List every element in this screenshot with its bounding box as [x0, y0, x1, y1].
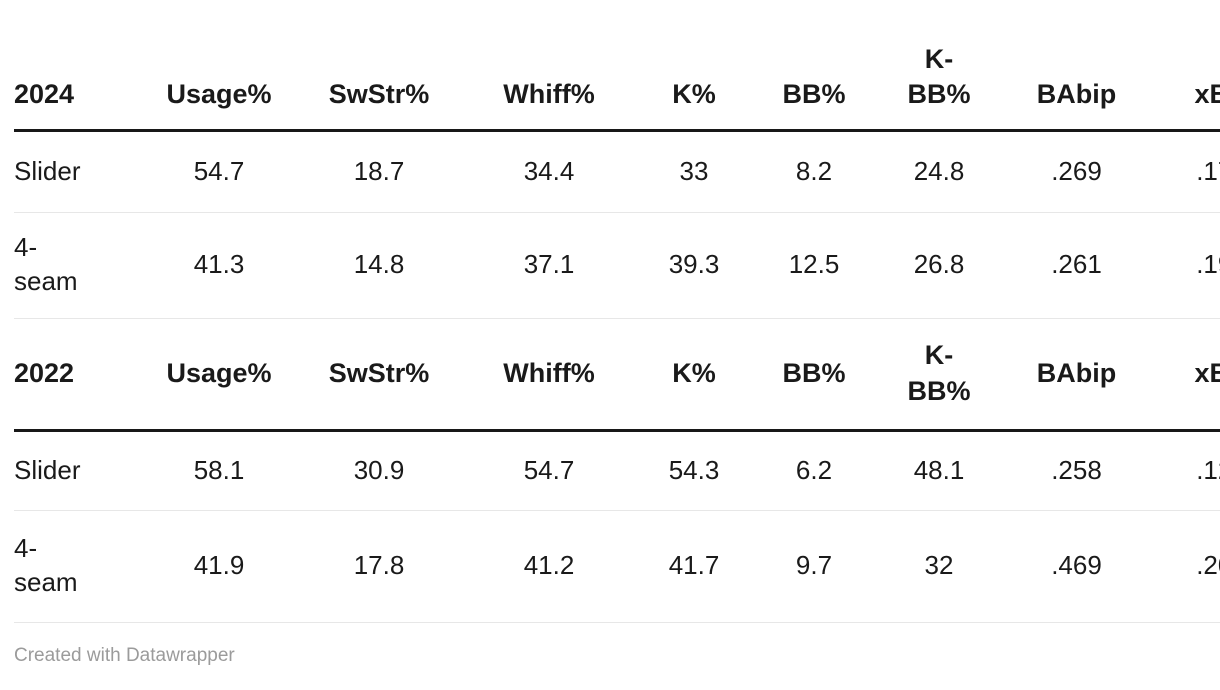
column-header-xba-2022: xBA	[1149, 318, 1220, 432]
column-header-kbb-2024: K- BB%	[874, 0, 1004, 132]
table-cell: 32	[874, 510, 1004, 623]
table-cell: 12.5	[754, 212, 874, 319]
table-cell: 58.1	[144, 430, 294, 511]
table-cell: 8.2	[754, 130, 874, 213]
column-header-whiff-2024: Whiff%	[464, 0, 634, 132]
table-row-4seam-2024: 4- seam 41.3 14.8 37.1 39.3 12.5 26.8 .2…	[14, 212, 1220, 319]
column-header-babip-2024: BAbip	[1004, 0, 1149, 132]
table-header-2024: 2024 Usage% SwStr% Whiff% K% BB% K- BB% …	[14, 0, 1220, 132]
table-cell: 14.8	[294, 212, 464, 319]
table-row-4seam-2022: 4- seam 41.9 17.8 41.2 41.7 9.7 32 .469 …	[14, 510, 1220, 623]
column-header-bb-2022: BB%	[754, 318, 874, 432]
pitch-label: Slider	[14, 430, 144, 511]
column-header-kbb-2022: K- BB%	[874, 318, 1004, 432]
column-header-k-2022: K%	[634, 318, 754, 432]
table-cell: 54.3	[634, 430, 754, 511]
table-row-slider-2024: Slider 54.7 18.7 34.4 33 8.2 24.8 .269 .…	[14, 130, 1220, 213]
datawrapper-attribution-link[interactable]: Created with Datawrapper	[14, 644, 235, 666]
column-header-k-2024: K%	[634, 0, 754, 132]
table-header-2022: 2022 Usage% SwStr% Whiff% K% BB% K- BB% …	[14, 318, 1220, 432]
table-cell: .173	[1149, 130, 1220, 213]
table-cell: 54.7	[464, 430, 634, 511]
table-cell: .258	[1004, 430, 1149, 511]
column-header-usage-2024: Usage%	[144, 0, 294, 132]
table-cell: 30.9	[294, 430, 464, 511]
table-cell: 48.1	[874, 430, 1004, 511]
table-cell: 18.7	[294, 130, 464, 213]
column-header-whiff-2022: Whiff%	[464, 318, 634, 432]
table-row-slider-2022: Slider 58.1 30.9 54.7 54.3 6.2 48.1 .258…	[14, 430, 1220, 511]
table-cell: 9.7	[754, 510, 874, 623]
table-cell: 54.7	[144, 130, 294, 213]
table-cell: 41.2	[464, 510, 634, 623]
table-cell: .269	[1004, 130, 1149, 213]
table-cell: 41.7	[634, 510, 754, 623]
table-cell: 41.9	[144, 510, 294, 623]
table-cell: 33	[634, 130, 754, 213]
table-cell: .469	[1004, 510, 1149, 623]
column-header-bb-2024: BB%	[754, 0, 874, 132]
table-cell: 17.8	[294, 510, 464, 623]
table-cell: 37.1	[464, 212, 634, 319]
pitch-label: Slider	[14, 130, 144, 213]
table-cell: .261	[1004, 212, 1149, 319]
pitch-label: 4- seam	[14, 510, 144, 623]
column-header-babip-2022: BAbip	[1004, 318, 1149, 432]
year-label-2024: 2024	[14, 0, 144, 132]
pitch-stats-table: 2024 Usage% SwStr% Whiff% K% BB% K- BB% …	[14, 0, 1220, 623]
column-header-swstr-2022: SwStr%	[294, 318, 464, 432]
pitch-label: 4- seam	[14, 212, 144, 319]
table-cell: 6.2	[754, 430, 874, 511]
table-cell: 41.3	[144, 212, 294, 319]
table-cell: .204	[1149, 510, 1220, 623]
table-container: 2024 Usage% SwStr% Whiff% K% BB% K- BB% …	[14, 0, 1220, 623]
table-cell: .194	[1149, 212, 1220, 319]
table-cell: .126	[1149, 430, 1220, 511]
column-header-usage-2022: Usage%	[144, 318, 294, 432]
column-header-swstr-2024: SwStr%	[294, 0, 464, 132]
table-cell: 39.3	[634, 212, 754, 319]
column-header-xba-2024: xBA	[1149, 0, 1220, 132]
table-cell: 34.4	[464, 130, 634, 213]
table-cell: 26.8	[874, 212, 1004, 319]
year-label-2022: 2022	[14, 318, 144, 432]
table-cell: 24.8	[874, 130, 1004, 213]
